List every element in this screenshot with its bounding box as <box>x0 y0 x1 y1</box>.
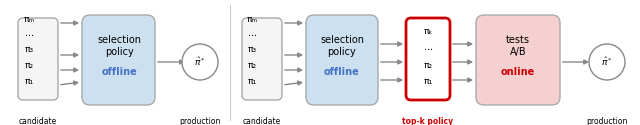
Text: selection: selection <box>320 35 364 45</box>
Text: πₘ: πₘ <box>246 16 257 24</box>
Text: $\hat{\pi}^*$: $\hat{\pi}^*$ <box>601 56 613 68</box>
FancyBboxPatch shape <box>406 18 450 100</box>
FancyBboxPatch shape <box>18 18 58 100</box>
Text: π₁: π₁ <box>248 78 257 86</box>
Text: production
policy: production policy <box>179 117 221 125</box>
Text: ⋯: ⋯ <box>424 46 433 54</box>
Text: A/B: A/B <box>509 47 526 57</box>
FancyBboxPatch shape <box>476 15 560 105</box>
Text: production
policy: production policy <box>586 117 628 125</box>
Text: πₘ: πₘ <box>24 16 35 24</box>
Text: ⋯: ⋯ <box>248 32 257 40</box>
Text: π₃: π₃ <box>24 46 33 54</box>
Circle shape <box>182 44 218 80</box>
Text: ⋯: ⋯ <box>24 32 33 40</box>
Text: candidate
policies: candidate policies <box>19 117 57 125</box>
Text: π₂: π₂ <box>248 62 257 70</box>
Text: selection: selection <box>97 35 141 45</box>
Circle shape <box>589 44 625 80</box>
Text: πₖ: πₖ <box>423 28 433 36</box>
Text: π₃: π₃ <box>248 46 257 54</box>
Text: $\hat{\pi}^*$: $\hat{\pi}^*$ <box>194 56 206 68</box>
Text: top-k policy
portfolio: top-k policy portfolio <box>403 117 454 125</box>
Text: policy: policy <box>328 47 356 57</box>
Text: tests: tests <box>506 35 530 45</box>
FancyBboxPatch shape <box>82 15 155 105</box>
Text: π₂: π₂ <box>424 62 433 70</box>
Text: π₁: π₁ <box>24 78 33 86</box>
Text: policy: policy <box>104 47 133 57</box>
FancyBboxPatch shape <box>306 15 378 105</box>
Text: candidate
policies: candidate policies <box>243 117 281 125</box>
Text: offline: offline <box>324 67 360 77</box>
FancyBboxPatch shape <box>242 18 282 100</box>
Text: online: online <box>501 67 535 77</box>
Text: π₁: π₁ <box>424 78 433 86</box>
Text: π₂: π₂ <box>24 62 33 70</box>
Text: offline: offline <box>101 67 137 77</box>
